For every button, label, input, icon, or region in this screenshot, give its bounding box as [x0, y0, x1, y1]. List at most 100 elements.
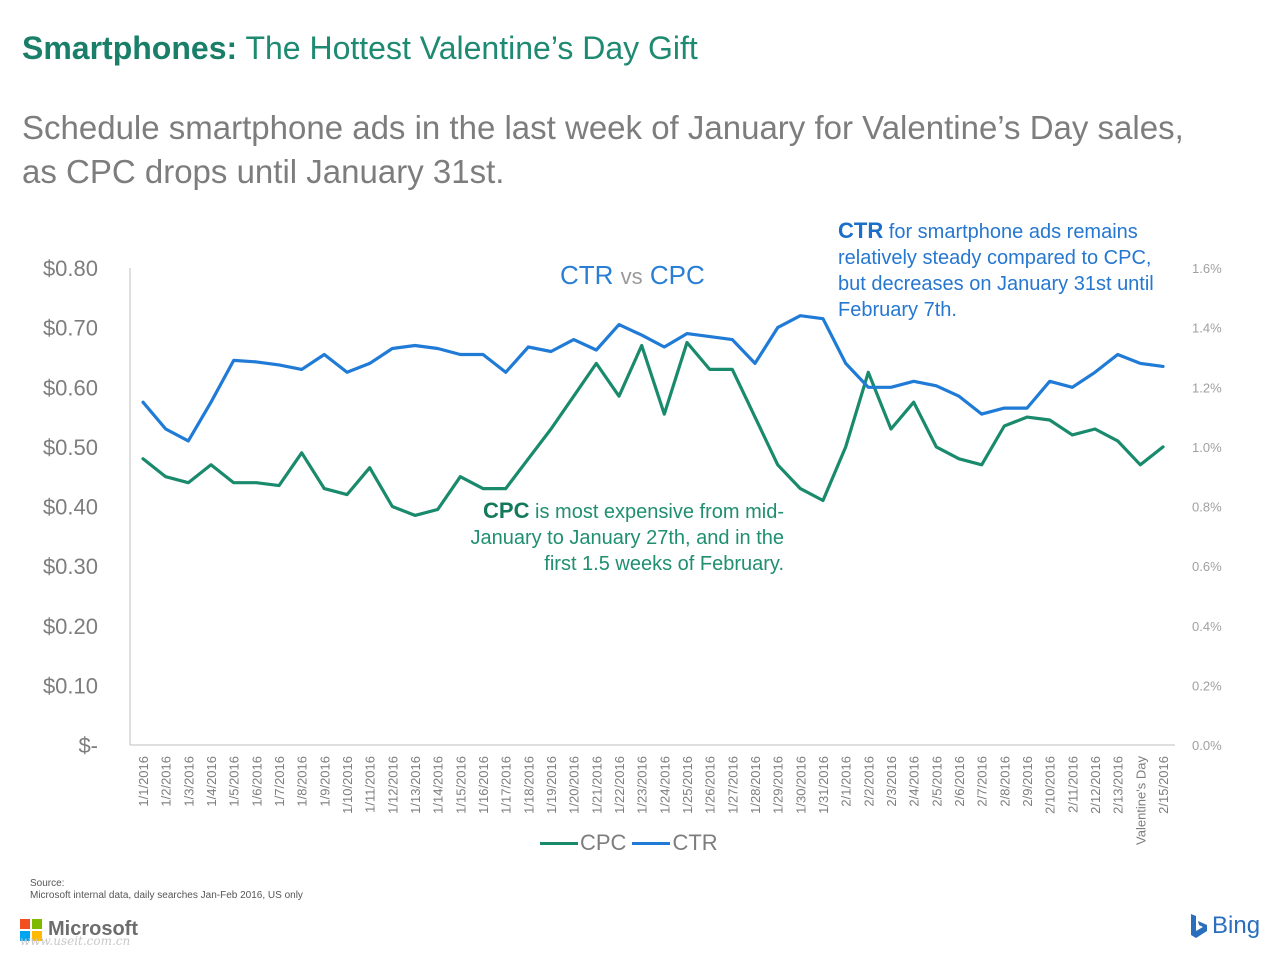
x-tick-label: 1/6/2016 — [249, 756, 264, 807]
left-tick-label: $0.50 — [43, 435, 98, 460]
x-tick-label: 1/19/2016 — [544, 756, 559, 814]
x-tick-label: 2/13/2016 — [1111, 756, 1126, 814]
cpc-annotation-bold: CPC — [483, 498, 530, 523]
legend-swatch-ctr — [632, 841, 671, 845]
slide-subtitle: Schedule smartphone ads in the last week… — [22, 106, 1262, 194]
chart-legend: CPC CTR — [540, 830, 718, 856]
x-tick-label: 1/1/2016 — [136, 756, 151, 807]
x-tick-label: 2/7/2016 — [975, 756, 990, 807]
x-tick-label: 2/1/2016 — [839, 756, 854, 807]
x-tick-label: 1/23/2016 — [635, 756, 650, 814]
x-tick-label: 1/30/2016 — [793, 756, 808, 814]
microsoft-wordmark: Microsoft — [48, 918, 138, 940]
bing-logo: Bing — [1190, 912, 1260, 940]
left-axis-ticks: $- $0.10 $0.20 $0.30 $0.40 $0.50 $0.60 $0.70 $0.… — [43, 256, 98, 758]
x-tick-label: 1/20/2016 — [567, 756, 582, 814]
x-tick-label: 1/24/2016 — [657, 756, 672, 814]
watermark: www.useit.com.cn — [20, 934, 131, 948]
legend-item-ctr: CTR — [632, 830, 718, 856]
left-tick-label: $0.80 — [43, 256, 98, 281]
title-rest: The Hottest Valentine’s Day Gift — [245, 30, 698, 66]
x-tick-label: 2/9/2016 — [1020, 756, 1035, 807]
x-tick-label: 1/10/2016 — [340, 756, 355, 814]
x-tick-label: 2/5/2016 — [929, 756, 944, 807]
x-tick-label: 1/16/2016 — [476, 756, 491, 814]
inner-title-ctr: CTR — [560, 260, 614, 290]
left-tick-label: $0.60 — [43, 375, 98, 400]
microsoft-logo: Microsoft — [20, 918, 138, 941]
x-tick-label: 2/6/2016 — [952, 756, 967, 807]
subtitle-line-1: Schedule smartphone ads in the last week… — [22, 109, 1184, 146]
x-tick-label: 1/8/2016 — [295, 756, 310, 807]
left-tick-label: $0.30 — [43, 554, 98, 579]
legend-swatch-cpc — [540, 841, 578, 845]
right-tick-label: 0.6% — [1192, 559, 1222, 574]
right-tick-label: 0.4% — [1192, 619, 1222, 634]
right-tick-label: 1.6% — [1192, 261, 1222, 276]
x-tick-label: 1/17/2016 — [499, 756, 514, 814]
x-tick-label: 1/4/2016 — [204, 756, 219, 807]
x-tick-label: 1/2/2016 — [159, 756, 174, 807]
x-tick-label: 1/29/2016 — [771, 756, 786, 814]
right-tick-label: 0.0% — [1192, 738, 1222, 753]
x-tick-label: 1/21/2016 — [589, 756, 604, 814]
series-lines — [141, 314, 1165, 518]
left-tick-label: $0.40 — [43, 495, 98, 520]
x-tick-label: 1/3/2016 — [181, 756, 196, 807]
x-tick-label: 2/15/2016 — [1156, 756, 1171, 814]
x-tick-label: 1/28/2016 — [748, 756, 763, 814]
slide-title: Smartphones: The Hottest Valentine’s Day… — [22, 30, 698, 67]
x-tick-label: 2/2/2016 — [861, 756, 876, 807]
left-tick-label: $0.70 — [43, 316, 98, 341]
bing-wordmark: Bing — [1212, 912, 1261, 939]
legend-label-cpc: CPC — [580, 830, 627, 855]
microsoft-grid-icon — [20, 918, 42, 941]
subtitle-line-2: as CPC drops until January 31st. — [22, 153, 505, 190]
title-bold: Smartphones: — [22, 30, 238, 66]
x-tick-label: 1/5/2016 — [227, 756, 242, 807]
right-tick-label: 1.2% — [1192, 380, 1222, 395]
right-tick-label: 0.8% — [1192, 500, 1222, 515]
x-axis-ticks: 1/1/2016 1/2/2016 1/3/2016 1/4/2016 1/5/2016… — [136, 756, 1171, 845]
bing-b-icon — [1191, 914, 1207, 938]
series-line-cpc — [141, 340, 1165, 518]
x-tick-label: 2/11/2016 — [1065, 756, 1080, 813]
ctr-annotation-bold: CTR — [838, 218, 884, 243]
x-tick-label: 2/12/2016 — [1088, 756, 1103, 814]
x-tick-label: 1/31/2016 — [816, 756, 831, 814]
x-tick-label: 2/8/2016 — [997, 756, 1012, 807]
source-text: Microsoft internal data, daily searches … — [30, 890, 303, 901]
left-tick-label: $- — [78, 733, 98, 758]
x-tick-label: 2/4/2016 — [907, 756, 922, 807]
x-tick-label: 1/25/2016 — [680, 756, 695, 814]
cpc-annotation-text: is most expensive from mid-January to Ja… — [470, 501, 784, 575]
left-tick-label: $0.20 — [43, 614, 98, 639]
x-tick-label: 1/11/2016 — [363, 756, 378, 813]
left-tick-label: $0.10 — [43, 673, 98, 698]
chart-inner-title: CTR vs CPC — [560, 260, 705, 291]
x-tick-label: Valentine's Day — [1133, 756, 1148, 845]
right-tick-label: 0.2% — [1192, 678, 1222, 693]
series-line-ctr — [141, 314, 1165, 443]
x-tick-label: 1/12/2016 — [385, 756, 400, 814]
x-tick-label: 1/13/2016 — [408, 756, 423, 814]
right-tick-label: 1.0% — [1192, 440, 1222, 455]
inner-title-vs: vs — [620, 264, 643, 289]
legend-item-cpc: CPC — [540, 830, 626, 856]
cpc-annotation: CPC is most expensive from mid-January t… — [470, 498, 784, 577]
x-tick-label: 1/14/2016 — [431, 756, 446, 814]
inner-title-cpc: CPC — [649, 260, 705, 290]
x-tick-label: 1/26/2016 — [703, 756, 718, 814]
x-tick-label: 2/10/2016 — [1043, 756, 1058, 814]
x-tick-label: 1/9/2016 — [317, 756, 332, 807]
x-tick-label: 1/15/2016 — [453, 756, 468, 814]
x-tick-label: 1/22/2016 — [612, 756, 627, 814]
right-tick-label: 1.4% — [1192, 321, 1222, 336]
x-tick-label: 1/18/2016 — [521, 756, 536, 814]
x-tick-label: 1/7/2016 — [272, 756, 287, 807]
source-note: Source: Microsoft internal data, daily s… — [30, 878, 303, 902]
legend-label-ctr: CTR — [672, 830, 718, 855]
ctr-annotation-text: for smartphone ads remains relatively st… — [838, 221, 1154, 321]
ctr-annotation: CTR for smartphone ads remains relativel… — [838, 218, 1168, 323]
